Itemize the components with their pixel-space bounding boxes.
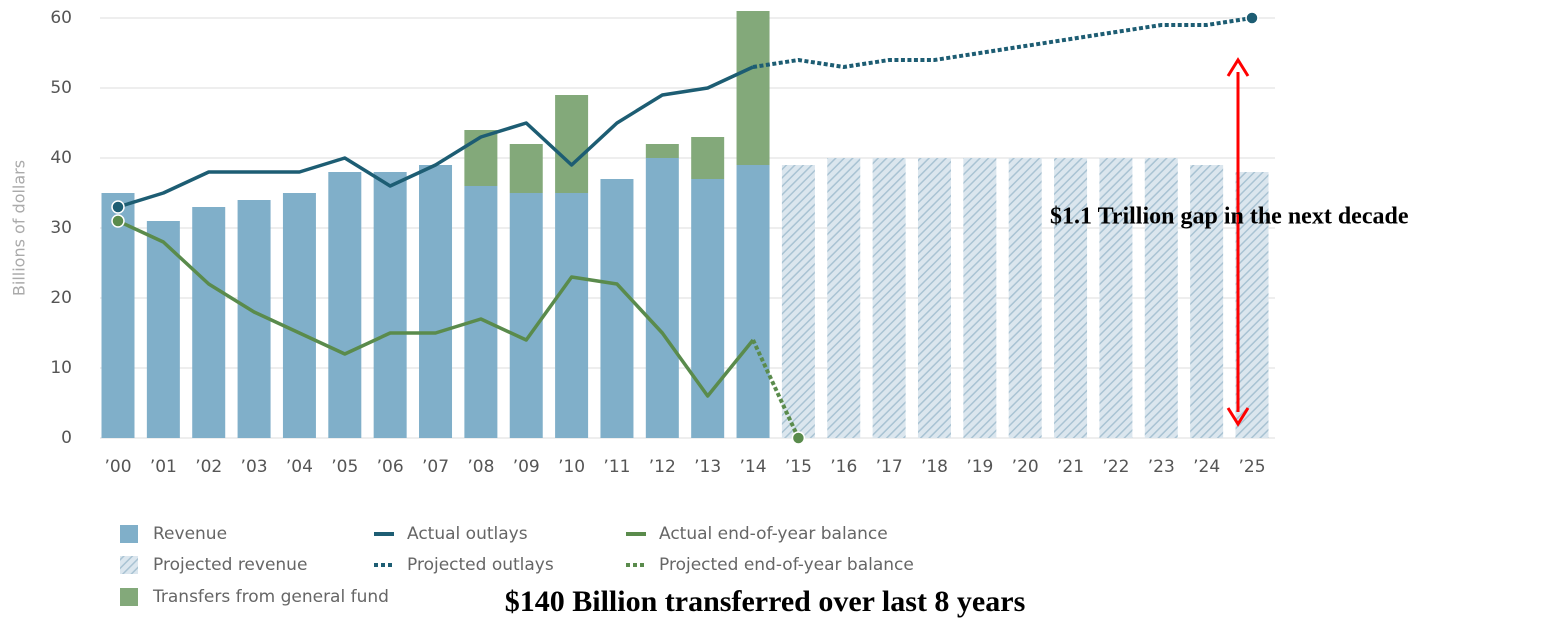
bar — [1054, 158, 1088, 438]
x-tick-label: ’20 — [1012, 457, 1039, 477]
end-marker — [1245, 11, 1259, 25]
bar — [1144, 158, 1178, 438]
bar — [555, 95, 589, 193]
x-tick-label: ’21 — [1057, 457, 1084, 477]
legend-label: Actual end-of-year balance — [659, 524, 888, 544]
line — [117, 65, 754, 209]
bar — [192, 207, 226, 438]
bar — [1099, 158, 1133, 438]
bar — [1008, 158, 1042, 438]
bar — [963, 158, 997, 438]
bars — [101, 11, 1269, 438]
x-tick-label: ’14 — [740, 457, 767, 477]
y-tick-label: 60 — [50, 8, 72, 28]
annotation: $140 Billion transferred over last 8 yea… — [505, 585, 1026, 618]
x-tick-label: ’08 — [467, 457, 494, 477]
x-tick-label: ’17 — [876, 457, 903, 477]
legend-label: Transfers from general fund — [152, 587, 389, 607]
bar — [645, 144, 679, 158]
legend-label: Projected end-of-year balance — [659, 555, 914, 575]
x-tick-label: ’00 — [104, 457, 131, 477]
x-tick-label: ’11 — [603, 457, 630, 477]
bar — [419, 165, 453, 438]
x-tick-label: ’10 — [558, 457, 585, 477]
x-tick-label: ’15 — [785, 457, 812, 477]
legend: Revenue Projected revenue Transfers from g… — [120, 524, 914, 607]
y-tick-label: 50 — [50, 78, 72, 98]
bar — [101, 193, 135, 438]
bar — [645, 158, 679, 438]
bar — [600, 179, 634, 438]
bar — [1190, 165, 1224, 438]
line — [752, 16, 1253, 69]
x-tick-label: ’25 — [1238, 457, 1265, 477]
line — [751, 339, 801, 439]
x-tick-label: ’05 — [331, 457, 358, 477]
lines — [111, 11, 1259, 445]
bar — [827, 158, 861, 438]
legend-label: Revenue — [153, 524, 227, 544]
x-tick-label: ’13 — [694, 457, 721, 477]
bar — [509, 144, 543, 193]
bar — [736, 11, 770, 165]
bar — [781, 165, 815, 438]
y-tick-label: 30 — [50, 218, 72, 238]
x-tick-label: ’09 — [513, 457, 540, 477]
gap-arrow — [1226, 57, 1250, 427]
x-tick-label: ’06 — [377, 457, 404, 477]
annotation: $1.1 Trillion gap in the next decade — [1050, 204, 1409, 230]
bar — [146, 221, 180, 438]
line — [117, 219, 755, 398]
y-tick-label: 0 — [61, 428, 72, 448]
bar — [373, 172, 407, 438]
bar — [464, 130, 498, 186]
legend-swatch — [120, 588, 138, 606]
x-tick-label: ’24 — [1193, 457, 1220, 477]
x-tick-label: ’02 — [195, 457, 222, 477]
y-tick-label: 10 — [50, 358, 72, 378]
bar — [872, 158, 906, 438]
x-tick-label: ’03 — [241, 457, 268, 477]
bar — [282, 193, 316, 438]
end-marker — [111, 200, 125, 214]
labels: 0 10 20 30 40 50 60 ’00 ’01 ’02 ’03 ’04 ’05 ’06 ’07 ’08… — [50, 8, 1265, 477]
y-axis-label: Billions of dollars — [10, 160, 29, 296]
legend-swatch — [120, 556, 138, 574]
x-tick-label: ’23 — [1148, 457, 1175, 477]
bar — [917, 158, 951, 438]
legend-label: Projected revenue — [153, 555, 307, 575]
x-tick-label: ’01 — [150, 457, 177, 477]
y-tick-label: 20 — [50, 288, 72, 308]
legend-label: Actual outlays — [407, 524, 528, 544]
x-tick-label: ’07 — [422, 457, 449, 477]
x-tick-label: ’19 — [966, 457, 993, 477]
bar — [1235, 172, 1269, 438]
x-tick-label: ’22 — [1102, 457, 1129, 477]
x-tick-label: ’12 — [649, 457, 676, 477]
y-tick-label: 40 — [50, 148, 72, 168]
bar — [509, 193, 543, 438]
bar — [464, 186, 498, 438]
bar — [328, 172, 362, 438]
legend-swatch — [120, 525, 138, 543]
bar — [691, 137, 725, 179]
end-marker — [791, 431, 806, 445]
legend-label: Projected outlays — [407, 555, 554, 575]
x-tick-label: ’18 — [921, 457, 948, 477]
bar — [691, 179, 725, 438]
bar — [555, 193, 589, 438]
x-tick-label: ’04 — [286, 457, 313, 477]
end-marker — [111, 214, 125, 228]
bar — [736, 165, 770, 438]
x-tick-label: ’16 — [830, 457, 857, 477]
